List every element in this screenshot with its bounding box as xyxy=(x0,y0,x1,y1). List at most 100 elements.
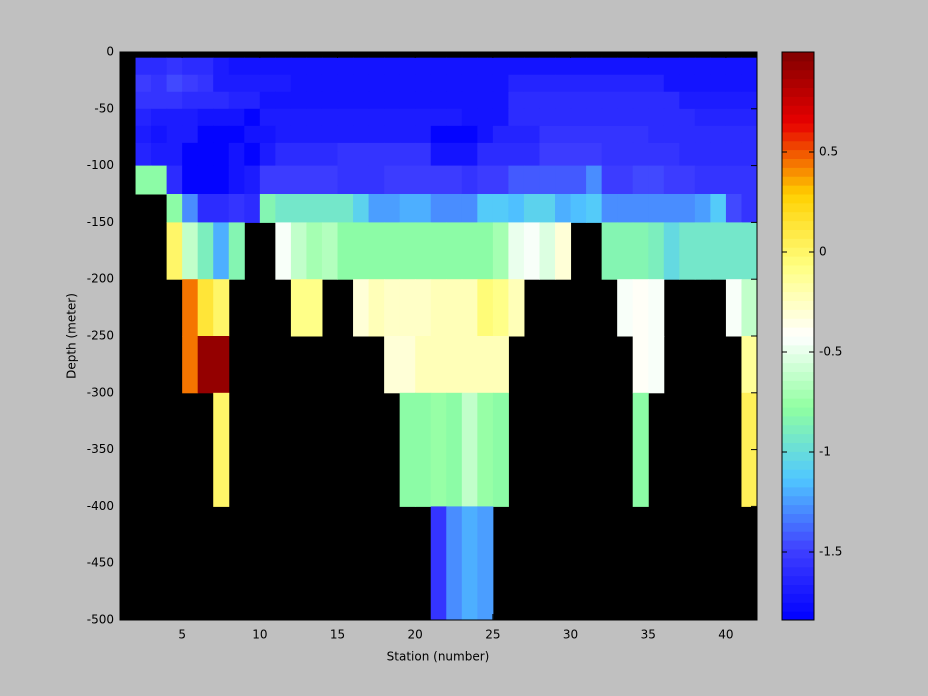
colorbar-swatch xyxy=(782,504,814,514)
colorbar-swatch xyxy=(782,282,814,293)
heatmap-cell xyxy=(368,142,385,167)
heatmap-cell xyxy=(368,279,385,337)
colorbar-swatch xyxy=(782,336,814,346)
heatmap-cell xyxy=(213,392,230,507)
colorbar-swatch xyxy=(782,211,814,222)
heatmap-cell xyxy=(244,108,261,127)
heatmap-cell xyxy=(586,91,603,110)
heatmap-cell xyxy=(228,108,245,127)
x-tick-label: 25 xyxy=(485,628,500,642)
heatmap-cell xyxy=(135,125,152,144)
heatmap-cell xyxy=(492,165,509,195)
heatmap-cell xyxy=(648,336,665,394)
heatmap-cell xyxy=(337,125,354,144)
heatmap-cell xyxy=(353,222,370,280)
y-tick-label: -300 xyxy=(87,385,114,399)
heatmap-cell xyxy=(617,194,634,223)
colorbar-swatch xyxy=(782,149,814,159)
heatmap-cell xyxy=(290,91,307,110)
heatmap-cell xyxy=(508,222,525,280)
heatmap-cell xyxy=(415,125,432,144)
heatmap-cell xyxy=(492,194,509,223)
heatmap-cell xyxy=(275,165,292,195)
heatmap-cell xyxy=(477,57,494,76)
heatmap-cell xyxy=(601,125,618,144)
heatmap-cell xyxy=(166,142,183,167)
colorbar-swatch xyxy=(782,123,814,133)
colorbar-swatch xyxy=(782,531,814,541)
heatmap-cell xyxy=(430,125,447,144)
heatmap-cell xyxy=(182,125,199,144)
x-tick-label: 30 xyxy=(563,628,578,642)
heatmap-cell xyxy=(399,91,416,110)
colorbar-swatch xyxy=(782,131,814,142)
heatmap-cell xyxy=(492,279,509,337)
heatmap-cell xyxy=(151,74,168,93)
colorbar-swatch xyxy=(782,460,814,470)
heatmap-cell xyxy=(135,91,152,110)
heatmap-cell xyxy=(694,74,711,93)
colorbar-swatch xyxy=(782,566,814,577)
x-tick-label: 40 xyxy=(718,628,733,642)
heatmap-cell xyxy=(617,74,634,93)
heatmap-cell xyxy=(166,194,183,223)
heatmap-cell xyxy=(197,336,214,394)
heatmap-cell xyxy=(555,74,572,93)
heatmap-cell xyxy=(151,91,168,110)
colorbar-swatch xyxy=(782,398,814,408)
heatmap-cell xyxy=(259,142,276,167)
y-tick-label: -350 xyxy=(87,442,114,456)
heatmap-cell xyxy=(446,125,463,144)
heatmap-cell xyxy=(725,74,742,93)
heatmap-cell xyxy=(182,57,199,76)
heatmap-cell xyxy=(182,165,199,195)
heatmap-cell xyxy=(306,91,323,110)
heatmap-cell xyxy=(182,336,199,394)
colorbar-swatch xyxy=(782,265,814,275)
heatmap-cell xyxy=(353,279,370,337)
heatmap-cell xyxy=(275,125,292,144)
heatmap-cell xyxy=(384,57,401,76)
heatmap-cell xyxy=(477,165,494,195)
heatmap-cell xyxy=(337,108,354,127)
heatmap-cell xyxy=(679,91,696,110)
colorbar-swatch xyxy=(782,167,814,177)
heatmap-cell xyxy=(244,57,261,76)
heatmap-cell xyxy=(555,108,572,127)
colorbar-tick-label: 0 xyxy=(819,245,827,259)
heatmap-cell xyxy=(710,74,727,93)
heatmap-cell xyxy=(321,57,339,76)
y-tick-label: -50 xyxy=(94,101,114,115)
heatmap-cell xyxy=(321,165,339,195)
heatmap-cell xyxy=(399,125,416,144)
heatmap-cell xyxy=(601,91,618,110)
heatmap-cell xyxy=(632,279,649,337)
heatmap-cell xyxy=(337,57,354,76)
heatmap-cell xyxy=(399,74,416,93)
heatmap-cell xyxy=(244,142,261,167)
heatmap-cell xyxy=(461,194,478,223)
heatmap-cell xyxy=(228,91,245,110)
colorbar-swatch xyxy=(782,549,814,559)
heatmap-cell xyxy=(679,142,696,167)
heatmap-cell xyxy=(601,194,618,223)
heatmap-cell xyxy=(290,125,307,144)
heatmap-cell xyxy=(415,279,432,337)
colorbar-swatch xyxy=(782,540,814,550)
heatmap-cell xyxy=(461,57,478,76)
heatmap-cell xyxy=(415,57,432,76)
heatmap-cell xyxy=(461,125,478,144)
heatmap-cell xyxy=(290,57,307,76)
heatmap-cell xyxy=(353,91,370,110)
x-axis-label: Station (number) xyxy=(387,650,490,664)
heatmap-cell xyxy=(384,142,401,167)
colorbar-swatch xyxy=(782,486,814,497)
y-tick-label: -500 xyxy=(87,613,114,627)
heatmap-cell xyxy=(663,165,680,195)
colorbar-tick-label: -1.5 xyxy=(819,545,842,559)
heatmap-cell xyxy=(135,57,152,76)
heatmap-cell xyxy=(679,108,696,127)
colorbar-swatch xyxy=(782,557,814,568)
heatmap-cell xyxy=(555,57,572,76)
heatmap-cell xyxy=(430,222,447,280)
